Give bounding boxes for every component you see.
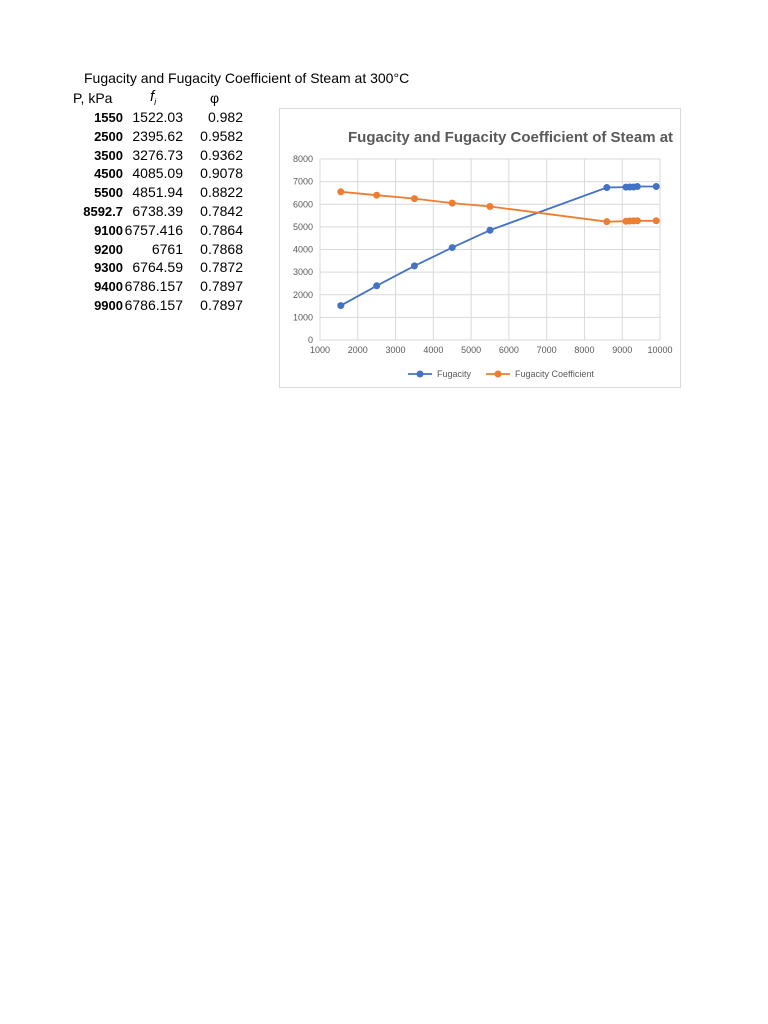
series-line-fugacity-coefficient (340, 190, 657, 223)
pressure-cell: 5500 (94, 185, 123, 201)
data-point (486, 203, 494, 211)
fugacity-cell: 2395.62 (132, 127, 183, 144)
y-tick-label: 8000 (293, 154, 313, 164)
header-fugacity-main: f (150, 88, 155, 105)
data-point (373, 282, 381, 290)
table-row: 1550 1522.03 0.982 (60, 109, 260, 128)
phi-cell: 0.7868 (200, 240, 243, 257)
x-tick-label: 4000 (423, 345, 443, 355)
data-point (603, 184, 611, 192)
table-row: 2500 2395.62 0.9582 (60, 128, 260, 147)
y-tick-label: 7000 (293, 177, 313, 187)
table-row: 9200 6761 0.7868 (60, 241, 260, 260)
fugacity-cell: 6786.157 (124, 278, 183, 295)
header-phi: φ (210, 90, 220, 106)
table-row: 8592.7 6738.39 0.7842 (60, 203, 260, 222)
pressure-cell: 4500 (94, 166, 123, 182)
sheet-title: Fugacity and Fugacity Coefficient of Ste… (84, 70, 410, 86)
pressure-cell: 9400 (94, 279, 123, 295)
legend-marker (416, 370, 424, 378)
fugacity-cell: 6738.39 (132, 203, 183, 219)
table-row: 3500 3276.73 0.9362 (60, 147, 260, 166)
table-row: 4500 4085.09 0.9078 (60, 165, 260, 184)
fugacity-cell: 6786.157 (124, 297, 183, 313)
y-tick-label: 4000 (293, 245, 313, 255)
pressure-cell: 9200 (94, 241, 123, 257)
data-point (633, 182, 641, 190)
pressure-cell: 2500 (94, 128, 123, 144)
phi-cell: 0.7872 (200, 259, 243, 276)
y-tick-label: 5000 (293, 222, 313, 232)
pressure-cell: 3500 (94, 147, 123, 163)
chart: Fugacity and Fugacity Coefficient of Ste… (279, 108, 681, 388)
pressure-cell: 9300 (94, 260, 123, 276)
phi-cell: 0.9582 (200, 127, 243, 144)
data-point (373, 191, 381, 199)
legend-label: Fugacity (437, 369, 472, 379)
data-point (410, 195, 418, 203)
data-point (652, 182, 660, 190)
phi-cell: 0.982 (207, 109, 243, 125)
legend-marker (494, 370, 502, 378)
x-tick-label: 9000 (612, 345, 632, 355)
header-fugacity: fi (150, 88, 156, 107)
phi-cell: 0.7897 (200, 297, 243, 313)
x-tick-label: 7000 (537, 345, 557, 355)
fugacity-cell: 4851.94 (132, 184, 183, 201)
header-pressure: P, kPa (73, 90, 113, 106)
x-tick-label: 10000 (647, 345, 672, 355)
legend-label: Fugacity Coefficient (515, 369, 594, 379)
chart-title: Fugacity and Fugacity Coefficient of Ste… (348, 129, 673, 146)
x-tick-label: 6000 (499, 345, 519, 355)
fugacity-cell: 6761 (151, 240, 183, 257)
x-tick-label: 2000 (348, 345, 368, 355)
phi-cell: 0.7897 (200, 278, 243, 295)
phi-cell: 0.7842 (200, 203, 243, 219)
x-tick-label: 5000 (461, 345, 481, 355)
data-point (486, 226, 494, 234)
fugacity-cell: 4085.09 (132, 165, 183, 182)
pressure-cell: 8592.7 (83, 204, 123, 219)
phi-cell: 0.9362 (200, 146, 243, 163)
phi-cell: 0.7864 (200, 221, 243, 238)
pressure-cell: 1550 (94, 110, 123, 125)
fugacity-cell: 6764.59 (132, 259, 183, 276)
y-tick-label: 2000 (293, 290, 313, 300)
table-row: 5500 4851.94 0.8822 (60, 184, 260, 203)
y-tick-label: 6000 (293, 199, 313, 209)
data-point (337, 188, 345, 196)
header-fugacity-sub: i (154, 96, 157, 107)
x-tick-label: 8000 (574, 345, 594, 355)
data-point (448, 199, 456, 207)
table-row: 9400 6786.157 0.7897 (60, 278, 260, 297)
table-row: 9300 6764.59 0.7872 (60, 259, 260, 278)
data-point (337, 302, 345, 310)
x-tick-label: 3000 (386, 345, 406, 355)
pressure-cell: 9100 (94, 222, 123, 238)
chart-svg: Fugacity and Fugacity Coefficient of Ste… (293, 129, 673, 379)
data-point (603, 218, 611, 226)
fugacity-cell: 6757.416 (124, 221, 183, 238)
data-point (410, 262, 418, 270)
fugacity-cell: 3276.73 (132, 146, 183, 163)
data-point (448, 244, 456, 252)
fugacity-cell: 1522.03 (132, 109, 183, 125)
table-row: 9100 6757.416 0.7864 (60, 222, 260, 241)
data-point (633, 217, 641, 225)
y-tick-label: 1000 (293, 312, 313, 322)
y-tick-label: 3000 (293, 267, 313, 277)
y-tick-label: 0 (308, 335, 313, 345)
data-point (652, 217, 660, 225)
x-tick-label: 1000 (310, 345, 330, 355)
table-row: 9900 6786.157 0.7897 (60, 297, 260, 316)
phi-cell: 0.8822 (200, 184, 243, 201)
phi-cell: 0.9078 (200, 165, 243, 182)
pressure-cell: 9900 (94, 298, 123, 313)
